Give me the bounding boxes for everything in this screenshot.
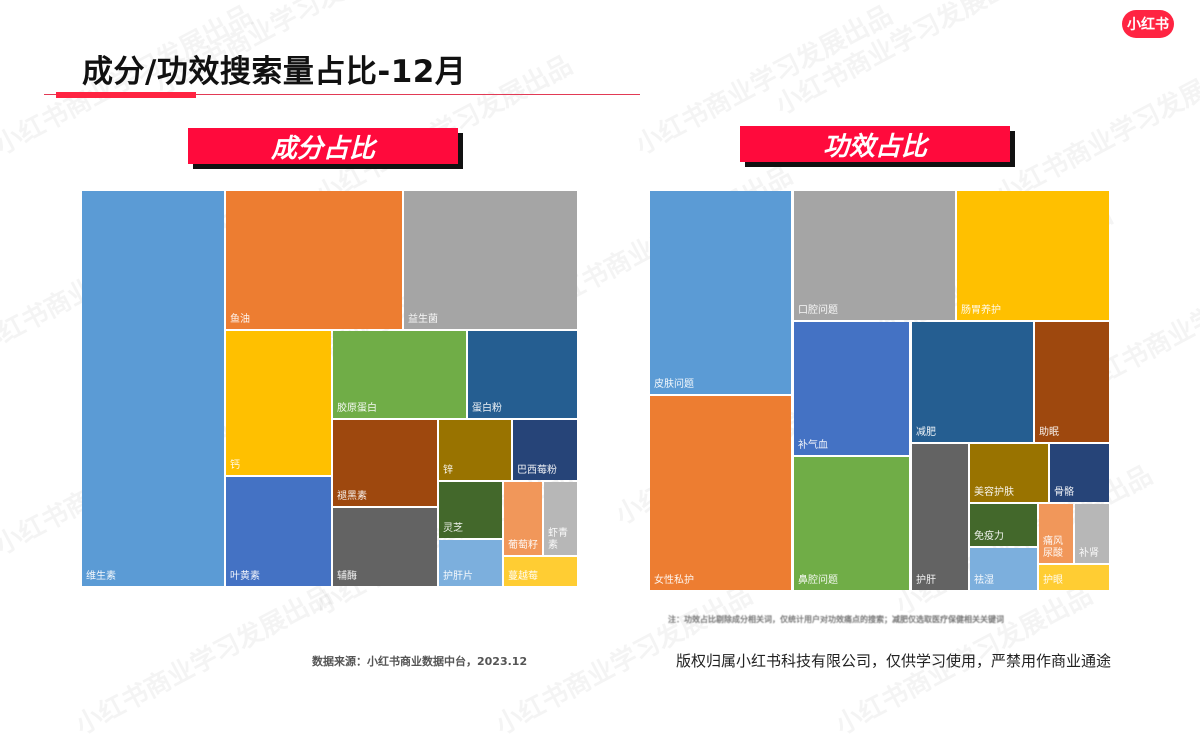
treemap-cell: 护肝片 — [439, 540, 502, 586]
treemap-cell: 蔓越莓 — [504, 557, 577, 586]
treemap-cell: 胶原蛋白 — [333, 331, 466, 418]
treemap-cell-label: 骨骼 — [1054, 487, 1074, 498]
treemap-cell: 锌 — [439, 420, 511, 480]
treemap-cell-label: 褪黑素 — [337, 491, 367, 502]
treemap-cell: 护眼 — [1039, 565, 1109, 590]
treemap-cell-label: 美容护肤 — [974, 487, 1014, 498]
treemap-cell: 辅酶 — [333, 508, 437, 586]
treemap-cell: 肠胃养护 — [957, 191, 1109, 320]
treemap-cell-label: 辅酶 — [337, 571, 357, 582]
treemap-cell: 补肾 — [1075, 504, 1109, 563]
treemap-cell-label: 虾青素 — [548, 528, 568, 551]
treemap-cell-label: 钙 — [230, 460, 240, 471]
page-title: 成分/功效搜索量占比-12月 — [82, 54, 467, 90]
treemap-cell-label: 维生素 — [86, 571, 116, 582]
footnote: 注：功效占比剔除成分相关词，仅统计用户对功效痛点的搜索；减肥仅选取医疗保健相关关… — [668, 615, 1004, 624]
treemap-cell-label: 护眼 — [1043, 575, 1063, 586]
treemap-cell-label: 益生菌 — [408, 314, 438, 325]
treemap-cell-label: 护肝 — [916, 575, 936, 586]
watermark-text: 小红书商业学习发展出品 — [68, 575, 338, 742]
treemap-cell: 鱼油 — [226, 191, 402, 329]
treemap-cell-label: 锌 — [443, 465, 453, 476]
treemap-cell-label: 灵芝 — [443, 523, 463, 534]
treemap-cell: 免疫力 — [970, 504, 1037, 546]
treemap-cell: 痛风尿酸 — [1039, 504, 1073, 563]
treemap-cell: 益生菌 — [404, 191, 577, 329]
treemap-cell-label: 鼻腔问题 — [798, 575, 838, 586]
treemap-cell: 巴西莓粉 — [513, 420, 577, 480]
treemap-cell-label: 痛风尿酸 — [1043, 536, 1063, 559]
treemap-cell-label: 女性私护 — [654, 575, 694, 586]
treemap-cell: 美容护肤 — [970, 444, 1048, 502]
treemap-cell: 鼻腔问题 — [794, 457, 909, 590]
treemap-cell-label: 助眠 — [1039, 427, 1059, 438]
treemap-cell: 葡萄籽 — [504, 482, 542, 555]
treemap-cell-label: 胶原蛋白 — [337, 403, 377, 414]
treemap-cell: 皮肤问题 — [650, 191, 791, 394]
treemap-cell-label: 鱼油 — [230, 314, 250, 325]
treemap-cell-label: 叶黄素 — [230, 571, 260, 582]
treemap-cell-label: 巴西莓粉 — [517, 465, 557, 476]
treemap-cell-label: 蛋白粉 — [472, 403, 502, 414]
treemap-cell: 维生素 — [82, 191, 224, 586]
treemap-cell-label: 减肥 — [916, 427, 936, 438]
treemap-cell: 骨骼 — [1050, 444, 1109, 502]
treemap-cell-label: 补气血 — [798, 440, 828, 451]
watermark-text: 小红书商业学习发展出品 — [988, 45, 1200, 212]
treemap-cell: 灵芝 — [439, 482, 502, 538]
treemap-cell: 补气血 — [794, 322, 909, 455]
treemap-cell-label: 祛湿 — [974, 575, 994, 586]
brand-logo: 小红书 — [1122, 10, 1174, 38]
treemap-cell: 女性私护 — [650, 396, 791, 590]
treemap-cell-label: 皮肤问题 — [654, 379, 694, 390]
treemap-cell-label: 护肝片 — [443, 571, 473, 582]
title-divider — [44, 94, 640, 95]
data-source: 数据来源：小红书商业数据中台，2023.12 — [312, 655, 528, 668]
copyright-notice: 版权归属小红书科技有限公司，仅供学习使用，严禁用作商业通途 — [676, 652, 1112, 670]
treemap-cell: 护肝 — [912, 444, 968, 590]
treemap-cell-label: 免疫力 — [974, 531, 1004, 542]
title-accent-bar — [56, 92, 196, 98]
treemap-cell: 减肥 — [912, 322, 1033, 442]
treemap-cell: 蛋白粉 — [468, 331, 577, 418]
treemap-cell-label: 蔓越莓 — [508, 571, 538, 582]
treemap-cell: 助眠 — [1035, 322, 1109, 442]
treemap-cell: 祛湿 — [970, 548, 1037, 590]
treemap-cell-label: 口腔问题 — [798, 305, 838, 316]
treemap-cell: 叶黄素 — [226, 477, 331, 586]
treemap-cell-label: 葡萄籽 — [508, 540, 538, 551]
efficacy-banner: 功效占比 — [740, 126, 1010, 162]
treemap-cell-label: 补肾 — [1079, 548, 1099, 559]
treemap-cell-label: 肠胃养护 — [961, 305, 1001, 316]
treemap-cell: 褪黑素 — [333, 420, 437, 506]
treemap-cell: 虾青素 — [544, 482, 577, 555]
treemap-cell: 口腔问题 — [794, 191, 955, 320]
watermark-text: 小红书商业学习发展出品 — [768, 0, 1038, 122]
ingredients-banner: 成分占比 — [188, 128, 458, 164]
treemap-cell: 钙 — [226, 331, 331, 475]
